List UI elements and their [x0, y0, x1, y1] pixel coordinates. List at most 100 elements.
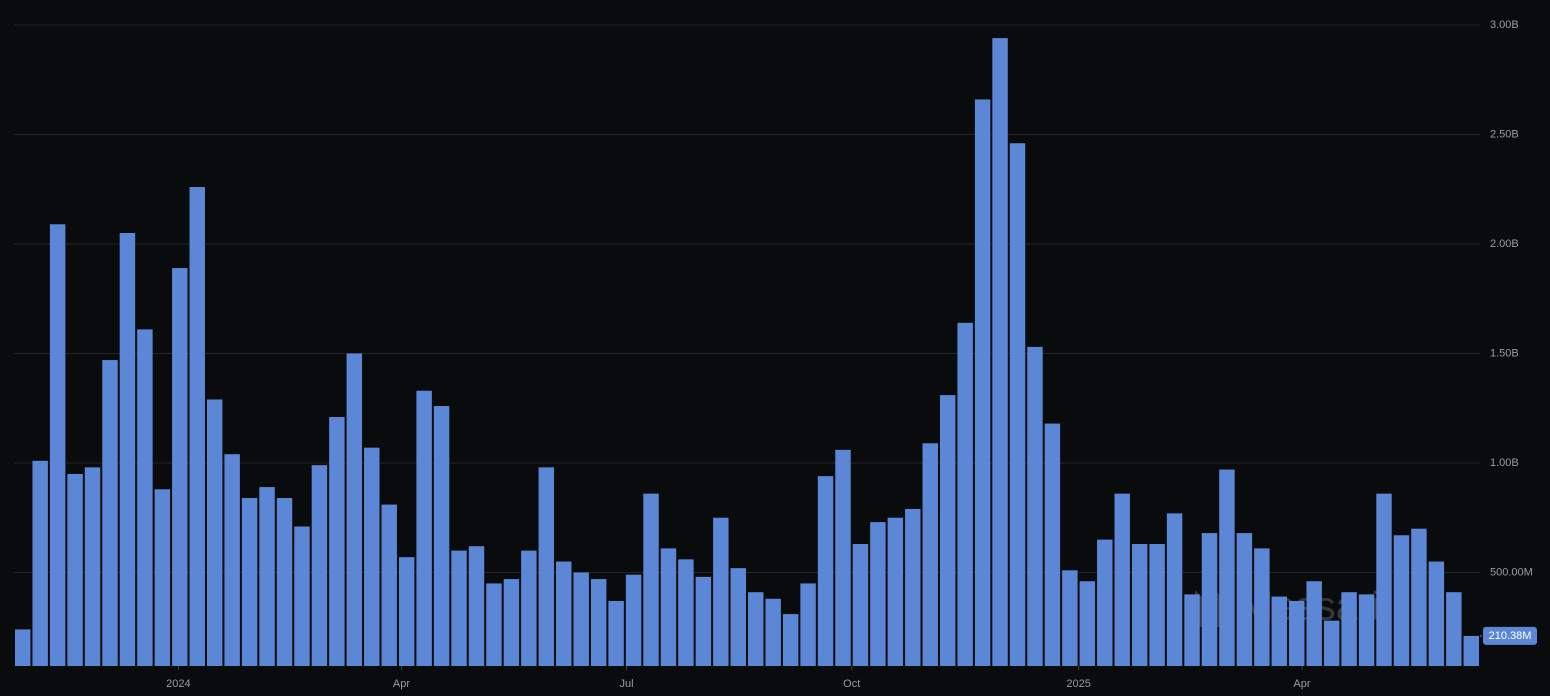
- last-value-label: 210.38M: [1489, 630, 1532, 642]
- bar: [259, 487, 275, 666]
- bar: [49, 224, 66, 667]
- x-tick-label: 2024: [166, 678, 190, 690]
- bar: [974, 99, 991, 666]
- bar: [1306, 581, 1322, 666]
- bar: [1463, 635, 1479, 666]
- bar: [608, 600, 624, 666]
- x-tick-label: 2025: [1066, 678, 1090, 690]
- bar: [1114, 493, 1130, 666]
- x-tick-label: Apr: [1293, 678, 1310, 690]
- bar: [102, 360, 118, 666]
- bar: [1149, 544, 1165, 666]
- x-tick-label: Jul: [620, 678, 634, 690]
- bar: [224, 454, 240, 666]
- y-tick-label: 1.00B: [1490, 457, 1519, 469]
- bar: [15, 629, 31, 666]
- bar: [905, 508, 921, 666]
- bar: [294, 526, 310, 666]
- y-tick-label: 2.00B: [1490, 238, 1519, 250]
- bar: [556, 561, 572, 666]
- bar: [1376, 493, 1392, 666]
- bar: [503, 579, 520, 666]
- bar: [1131, 544, 1148, 666]
- bar: [782, 614, 799, 666]
- bar: [835, 449, 851, 666]
- bar: [1201, 533, 1218, 666]
- bar: [67, 473, 83, 666]
- bar: [276, 498, 293, 666]
- bar: [1009, 143, 1026, 666]
- bar: [468, 546, 485, 666]
- bar: [1027, 346, 1043, 666]
- bar: [32, 460, 48, 666]
- bar: [852, 544, 869, 666]
- bar: [660, 548, 677, 666]
- bar: [137, 329, 153, 666]
- bar: [206, 399, 223, 666]
- y-tick-label: 1.50B: [1490, 347, 1519, 359]
- bar: [695, 576, 712, 666]
- bar: [1393, 535, 1410, 666]
- bar: [748, 592, 764, 666]
- bar: [84, 467, 101, 666]
- bar: [992, 38, 1008, 667]
- last-value-badge: [1483, 626, 1537, 645]
- grid: [14, 24, 1480, 573]
- bar: [451, 550, 467, 666]
- bar: [241, 498, 258, 666]
- y-tick-label: 2.50B: [1490, 128, 1519, 140]
- bar: [172, 268, 188, 666]
- bar: [346, 353, 363, 666]
- x-tick-label: Oct: [843, 678, 860, 690]
- bar: [189, 187, 205, 666]
- bar: [1428, 561, 1445, 666]
- bar: [154, 489, 171, 666]
- bar: [590, 579, 607, 666]
- bar: [1097, 539, 1113, 666]
- y-tick-label: 500.00M: [1490, 566, 1533, 578]
- bar: [538, 467, 555, 666]
- bar: [1358, 594, 1375, 666]
- bar: [625, 574, 642, 666]
- x-tick-label: Apr: [393, 678, 410, 690]
- bar: [119, 233, 136, 666]
- bar: [678, 559, 694, 666]
- bar: [521, 550, 537, 666]
- bar: [730, 568, 746, 666]
- y-tick-label: 3.00B: [1490, 19, 1519, 31]
- bar: [887, 517, 904, 666]
- bar: [1254, 548, 1270, 666]
- bar: [957, 322, 973, 666]
- bar: [416, 390, 432, 666]
- bar: [870, 522, 886, 666]
- bar: [381, 504, 397, 666]
- bar: [1044, 423, 1061, 666]
- bar: [1236, 533, 1253, 666]
- bar: [329, 416, 345, 666]
- bar: [573, 572, 589, 666]
- bar: [433, 406, 450, 666]
- bar: [713, 517, 729, 666]
- bar: [800, 583, 816, 666]
- bar: [1323, 620, 1340, 666]
- bar: [1219, 469, 1235, 666]
- bar: [1079, 581, 1096, 666]
- bar: [1289, 600, 1305, 666]
- bar: [1341, 592, 1357, 666]
- bar: [1184, 594, 1200, 666]
- bar: [1166, 513, 1183, 666]
- bar: [922, 443, 938, 666]
- bar: [398, 557, 415, 666]
- bar: [1446, 592, 1462, 666]
- bar: [486, 583, 502, 666]
- bar: [939, 395, 956, 666]
- bar: [1271, 596, 1288, 666]
- bar: [311, 465, 328, 666]
- bar: [817, 476, 834, 666]
- bar: [643, 493, 659, 666]
- bar: [364, 447, 380, 666]
- bar: [1062, 570, 1078, 666]
- bar: [765, 598, 781, 666]
